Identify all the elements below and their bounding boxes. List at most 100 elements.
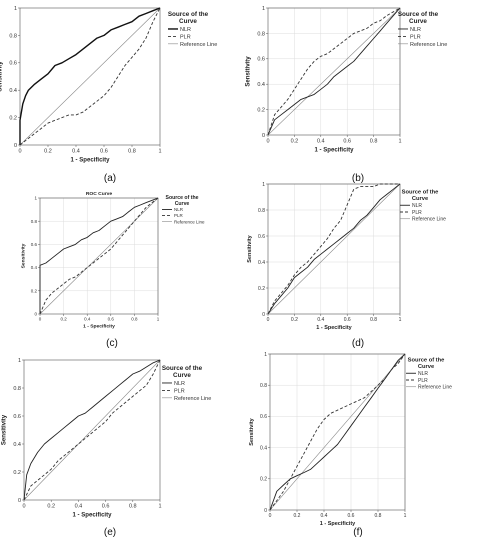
plot-frame <box>267 183 401 315</box>
panel-caption: (b) <box>352 173 364 184</box>
x-tick-label: 0.8 <box>128 149 136 155</box>
y-tick-label: 0.4 <box>260 445 267 451</box>
y-axis-label: Sensitivity <box>1 414 7 445</box>
y-tick-label: 0 <box>18 498 21 504</box>
y-tick-label: 0.6 <box>258 234 265 240</box>
y-tick-label: 0.8 <box>260 383 267 389</box>
y-tick-label: 0.6 <box>9 61 17 67</box>
x-tick-label: 0 <box>22 504 25 510</box>
legend-title: Source of the <box>168 11 209 18</box>
y-tick-label: 0 <box>262 312 265 318</box>
x-tick-label: 1 <box>158 504 161 510</box>
legend-label: PLR <box>410 34 421 40</box>
legend-label: NLR <box>418 371 428 377</box>
y-tick-label: 0.8 <box>31 219 38 224</box>
y-tick-label: 0 <box>14 143 17 149</box>
roc-panel-4: 00 0.2 0.2 0.4 0.4 0.6 0.6 0.8 0.8 1 1 1 - Specific… <box>1 358 211 538</box>
y-tick-label: 0.4 <box>31 265 38 270</box>
x-tick-label: 1 <box>157 317 160 322</box>
x-tick-label: 0.4 <box>317 317 324 323</box>
roc-panel-1: 00 0.2 0.2 0.4 0.4 0.6 0.6 0.8 0.8 1 1 1 - Specific… <box>245 6 447 184</box>
x-tick-label: 0.6 <box>348 513 355 519</box>
legend-title: Source of the <box>408 358 445 364</box>
legend-title: Curve <box>173 372 191 379</box>
legend-title: Source of the <box>398 11 439 18</box>
legend-title: Curve <box>175 201 190 207</box>
y-axis-label: Sensitivity <box>247 234 253 262</box>
panel-caption: (d) <box>352 338 364 349</box>
legend-label: PLR <box>180 34 191 40</box>
legend-label: NLR <box>180 27 191 33</box>
x-tick-label: 0.2 <box>294 513 301 519</box>
y-tick-label: 1 <box>264 352 267 358</box>
y-tick-label: 0.4 <box>13 442 21 448</box>
y-tick-label: 0.6 <box>260 414 267 420</box>
x-tick-label: 0.8 <box>129 504 137 510</box>
x-axis-label: 1 - Specificity <box>315 147 355 153</box>
y-tick-label: 0.6 <box>31 242 38 247</box>
y-tick-label: 0 <box>34 312 37 317</box>
panel-caption: (a) <box>104 173 116 184</box>
series-line-reference-line <box>267 183 401 315</box>
roc-panel-0: 00 0.2 0.2 0.4 0.4 0.6 0.6 0.8 0.8 1 1 1 - Specific… <box>0 6 217 184</box>
series-line-reference-line <box>23 359 161 501</box>
x-tick-label: 0.6 <box>343 139 351 145</box>
plot-frame <box>269 353 406 511</box>
y-tick-label: 0.4 <box>257 82 265 88</box>
x-tick-label: 0 <box>267 317 270 323</box>
series-line-nlr <box>19 7 161 145</box>
legend-label: PLR <box>418 378 428 384</box>
x-tick-label: 0.2 <box>291 139 299 145</box>
x-tick-label: 0 <box>39 317 42 322</box>
x-tick-label: 0 <box>18 149 21 155</box>
y-tick-label: 0.2 <box>260 477 267 483</box>
legend-title: Curve <box>418 364 434 370</box>
series-line-reference-line <box>269 353 406 511</box>
series-line-nlr <box>39 197 159 314</box>
series-line-nlr <box>23 359 161 501</box>
roc-panel-3: 00 0.2 0.2 0.4 0.4 0.6 0.6 0.8 0.8 1 1 1 - Specific… <box>247 182 446 349</box>
legend-label: NLR <box>174 381 185 387</box>
y-tick-label: 0.2 <box>31 288 38 293</box>
x-tick-label: 1 <box>398 139 401 145</box>
legend-title: Curve <box>409 18 427 25</box>
series-line-plr <box>267 7 401 136</box>
y-axis-label: Sensitivity <box>0 61 3 92</box>
y-tick-label: 0 <box>262 133 265 139</box>
x-tick-label: 1 <box>404 513 407 519</box>
panel-caption: (e) <box>104 527 116 538</box>
x-tick-label: 0.4 <box>317 139 325 145</box>
x-axis-label: 1 - Specificity <box>320 521 356 527</box>
y-tick-label: 0.6 <box>13 414 21 420</box>
legend-label: NLR <box>410 27 421 33</box>
roc-panel-2: 00 0.2 0.2 0.4 0.4 0.6 0.6 0.8 0.8 1 1 1 - Specific… <box>21 191 205 349</box>
y-tick-label: 0.2 <box>258 286 265 292</box>
x-tick-label: 0.2 <box>60 317 67 322</box>
x-tick-label: 0.2 <box>47 504 55 510</box>
series-line-plr <box>23 359 161 501</box>
x-tick-label: 0.4 <box>72 149 80 155</box>
legend-label: Reference Line <box>180 42 217 48</box>
x-tick-label: 1 <box>399 317 402 323</box>
legend-label: Reference Line <box>418 385 452 391</box>
legend-label: NLR <box>412 203 422 209</box>
y-tick-label: 0.4 <box>258 260 265 266</box>
legend-label: Reference Line <box>412 217 446 223</box>
x-axis-label: 1 - Specificity <box>83 324 115 330</box>
series-line-reference-line <box>267 7 401 136</box>
x-tick-label: 0.6 <box>100 149 108 155</box>
x-tick-label: 0.2 <box>44 149 52 155</box>
series-line-nlr <box>267 7 401 136</box>
panel-caption: (f) <box>353 527 362 538</box>
legend-label: PLR <box>174 213 184 218</box>
series-line-reference-line <box>39 197 159 315</box>
x-tick-label: 0.8 <box>370 317 377 323</box>
x-tick-label: 0.4 <box>75 504 83 510</box>
y-axis-label: Sensitivity <box>245 56 251 87</box>
x-tick-label: 0 <box>269 513 272 519</box>
legend-title: Source of the <box>162 365 203 372</box>
y-tick-label: 0.8 <box>13 386 21 392</box>
y-tick-label: 0.8 <box>257 31 265 37</box>
y-tick-label: 1 <box>262 6 265 12</box>
x-axis-label: 1 - Specificity <box>316 325 352 331</box>
